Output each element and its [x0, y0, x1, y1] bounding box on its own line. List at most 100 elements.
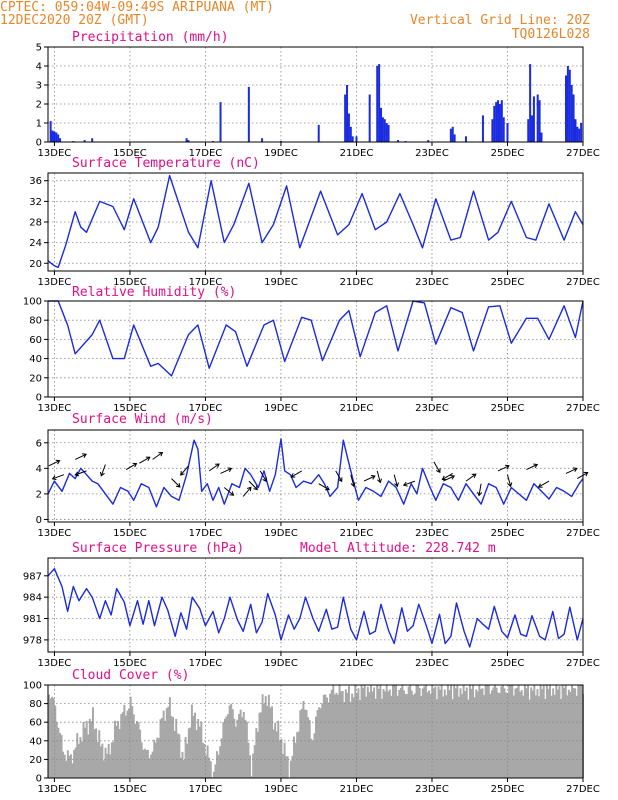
cloud-cover-bar: [478, 685, 481, 778]
cloud-cover-bar: [106, 753, 109, 778]
wind-arrow-shaft: [403, 480, 416, 486]
cloud-cover-bar: [203, 743, 206, 778]
y-tick-label: 28: [29, 218, 42, 229]
y-tick-label: 4: [36, 464, 42, 475]
y-tick-label: 60: [29, 335, 42, 346]
cloud-cover-bar: [428, 690, 431, 778]
cloud-cover-bar: [255, 728, 258, 778]
cloud-cover-bar: [289, 760, 292, 778]
cloud-cover-bar: [446, 685, 449, 778]
cloud-cover-bar: [382, 689, 385, 778]
cloud-cover-bar: [327, 702, 330, 778]
precip-bar: [349, 126, 352, 142]
precip-bar: [531, 115, 534, 142]
wind-arrow-head: [370, 475, 376, 480]
cloud-cover-bar: [140, 742, 143, 778]
x-tick-label: 13DEC: [38, 528, 72, 539]
cloud-cover-bar: [137, 722, 140, 778]
cloud-cover-bar: [170, 716, 173, 778]
panel-pressure: 978 981 984 987 13DEC 15DEC 17DEC 19DEC 21DEC 23D…: [23, 557, 600, 669]
wind-arrow-head: [158, 451, 164, 457]
wind-arrow-shaft: [565, 467, 578, 474]
x-tick-label: 17DEC: [189, 148, 223, 159]
cloud-cover-bar: [530, 687, 533, 778]
cloud-cover-bar: [566, 695, 569, 778]
cloud-cover-bar: [55, 722, 58, 778]
cloud-cover-bar: [260, 712, 263, 778]
series-line: [47, 568, 584, 648]
cloud-cover-bar: [511, 685, 514, 778]
cloud-cover-bar: [457, 696, 460, 778]
cloud-cover-bar: [355, 693, 358, 778]
cloud-cover-bar: [54, 705, 57, 778]
cloud-cover-bar: [264, 696, 267, 778]
wind-arrow-shaft: [180, 465, 189, 476]
x-tick-label: 23DEC: [415, 403, 449, 414]
cloud-cover-bar: [76, 733, 79, 778]
y-tick-label: 5: [36, 43, 42, 54]
cloud-cover-bar: [575, 695, 578, 778]
cloud-cover-bar: [489, 693, 492, 778]
cloud-cover-bar: [223, 718, 226, 778]
panel-title-wind: Surface Wind (m/s): [72, 412, 213, 427]
x-tick-label: 15DEC: [113, 403, 147, 414]
cloud-cover-bar: [107, 743, 110, 778]
precip-bar: [536, 94, 539, 142]
wind-arrow-shaft: [538, 480, 550, 488]
precip-bar: [317, 124, 320, 142]
cloud-cover-bar: [197, 718, 200, 778]
cloud-cover-bar: [280, 738, 283, 778]
panel-subtitle-altitude: Model Altitude: 228.742 m: [300, 541, 496, 556]
cloud-cover-bar: [415, 685, 418, 778]
x-tick-label: 13DEC: [38, 277, 72, 288]
cloud-cover-bar: [79, 737, 82, 778]
precip-bar: [185, 138, 188, 142]
x-tick-label: 17DEC: [189, 403, 223, 414]
cloud-cover-bar: [560, 699, 562, 778]
cloud-cover-bar: [131, 706, 134, 778]
y-tick-label: 40: [29, 354, 42, 365]
cloud-cover-bar: [115, 725, 118, 778]
cloud-cover-bar: [186, 743, 189, 778]
cloud-cover-bar: [304, 709, 306, 778]
cloud-cover-bar: [514, 688, 517, 778]
cloud-cover-bar: [146, 749, 149, 778]
y-tick-label: 100: [23, 297, 42, 308]
cloud-cover-bar: [153, 739, 156, 778]
cloud-cover-bar: [531, 690, 534, 778]
cloud-cover-bar: [307, 717, 310, 778]
cloud-cover-bar: [561, 685, 564, 778]
cloud-cover-bar: [102, 760, 105, 778]
cloud-cover-bar: [344, 689, 347, 778]
panel-frame: [47, 46, 584, 143]
cloud-cover-bar: [454, 688, 457, 778]
wind-arrow-head: [436, 468, 441, 474]
cloud-cover-bar: [429, 693, 432, 778]
x-tick-label: 19DEC: [264, 784, 298, 795]
cloud-cover-bar: [150, 754, 153, 778]
wind-arrow-shaft: [318, 483, 330, 491]
cloud-cover-bar: [468, 685, 471, 778]
cloud-cover-bar: [445, 695, 448, 778]
cloud-cover-bar: [495, 687, 498, 778]
wind-arrow-shaft: [376, 470, 381, 483]
precip-bar: [570, 85, 573, 142]
wind-arrow-shaft: [442, 472, 453, 480]
cloud-cover-bar: [296, 732, 299, 778]
cloud-cover-bar: [71, 763, 74, 778]
series-line: [47, 174, 584, 269]
panel-frame: [47, 684, 584, 779]
cloud-cover-bar: [580, 685, 583, 778]
cloud-cover-bar: [500, 686, 503, 778]
y-tick-label: 2: [36, 489, 42, 500]
cloud-cover-bar: [424, 685, 427, 778]
cloud-cover-bar: [577, 685, 580, 778]
x-tick-label: 19DEC: [264, 528, 298, 539]
cloud-cover-bar: [250, 776, 253, 778]
panel-temp: 20 24 28 32 36 13DEC 15DEC 17DEC 19DEC 21DEC 23DEC…: [29, 172, 600, 288]
precip-bar: [532, 96, 535, 142]
cloud-cover-bar: [192, 715, 195, 778]
cloud-cover-bar: [388, 689, 391, 778]
cloud-cover-bar: [93, 729, 96, 778]
cloud-cover-bar: [190, 704, 193, 778]
